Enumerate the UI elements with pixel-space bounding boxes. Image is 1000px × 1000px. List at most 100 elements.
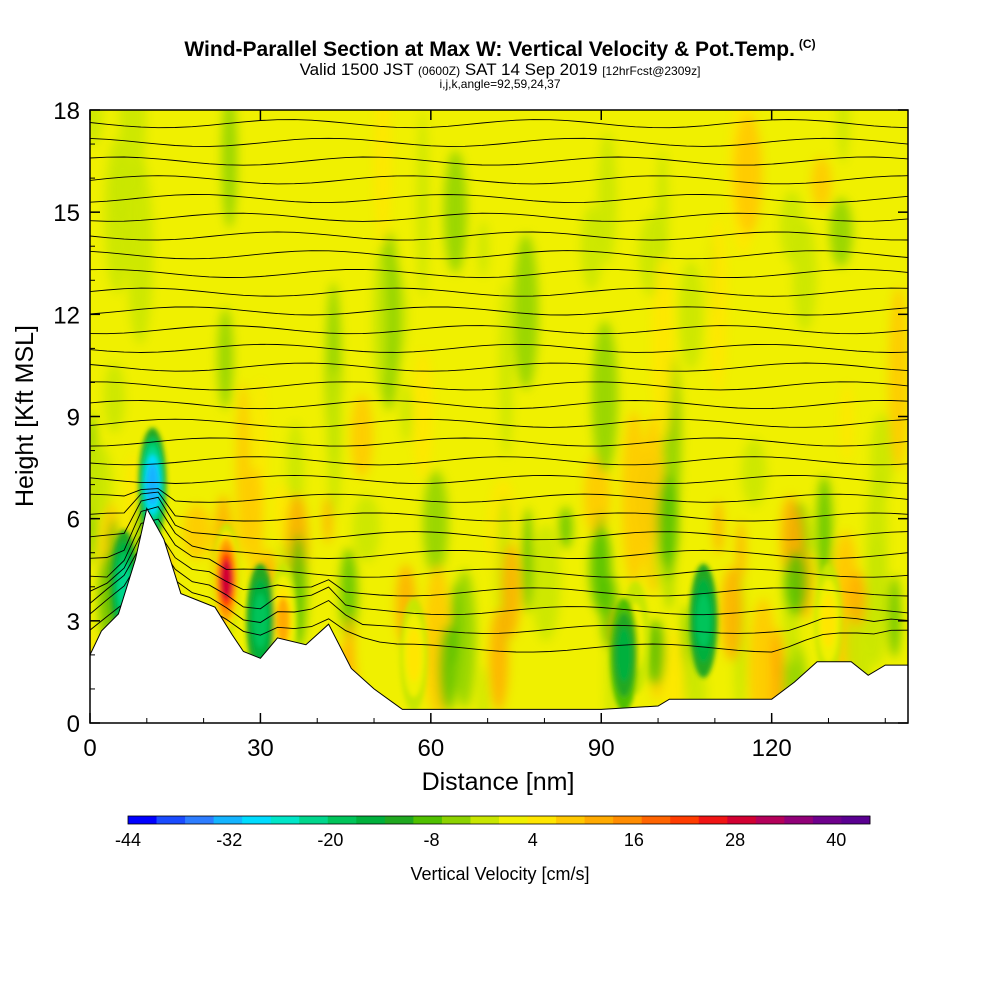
colorbar: -44 -32 -20 -8 4 16 28 40 [115,815,871,850]
copyright-mark: (C) [798,37,816,51]
velocity-streak [443,150,467,274]
theta-line [90,491,908,522]
velocity-streak-low [713,500,724,555]
velocity-streak-low [596,511,606,618]
colorbar-swatch [812,816,842,824]
velocity-streak [621,411,647,585]
velocity-streak-low [816,475,833,583]
velocity-streak-low [848,571,867,627]
velocity-streak [888,286,908,471]
velocity-streak [865,465,888,628]
theta-line [90,518,908,578]
velocity-streak [374,110,392,246]
colorbar-tick-label: 28 [725,830,745,850]
colorbar-swatch [156,816,186,824]
colorbar-tick-label: -20 [317,830,343,850]
colorbar-swatch [128,816,157,824]
colorbar-swatch [841,816,871,824]
theta-line [90,306,908,316]
velocity-streak-low [645,619,666,686]
y-tick-label: 3 [67,609,80,636]
updraft-core [406,627,422,682]
colorbar-tick-label: -32 [216,830,242,850]
theta-line [90,156,908,166]
velocity-streak-low [784,551,808,616]
velocity-streak [413,349,433,480]
velocity-streak [741,438,767,507]
y-axis-label: Height [Kft MSL] [11,325,39,507]
velocity-streak-low [340,548,358,639]
colorbar-tick-label: 4 [528,830,538,850]
colorbar-swatch [299,816,329,824]
velocity-streak [664,629,686,723]
velocity-streak [531,524,561,642]
velocity-streak [423,470,449,576]
y-tick-label: 0 [67,711,80,738]
colorbar-swatch [327,816,357,824]
velocity-streak-low [656,475,679,570]
colorbar-swatch [670,816,700,824]
velocity-streak [248,466,263,581]
theta-line [90,268,908,279]
velocity-streak [591,320,618,473]
velocity-streak [477,665,489,723]
colorbar-swatch [441,816,471,824]
colorbar-swatch [698,816,728,824]
velocity-streak [221,110,238,229]
theta-line [90,250,908,260]
terrain [90,507,908,723]
downdraft-core [146,463,159,506]
colorbar-frame [127,815,871,825]
velocity-streak-low [664,533,674,583]
theta-line [90,488,908,503]
velocity-streak [183,504,211,560]
velocity-streak [651,255,675,441]
velocity-streak [678,260,704,370]
velocity-streak [656,148,669,287]
velocity-streak [597,131,617,265]
velocity-streak [90,110,103,146]
x-tick-label: 30 [247,735,274,762]
theta-line [90,574,908,653]
colorbar-swatch [527,816,557,824]
velocity-streak [126,157,154,345]
velocity-streak [90,442,113,520]
colorbar-tick-label: 16 [624,830,644,850]
velocity-streak [236,383,251,559]
colorbar-tick-label: -8 [423,830,439,850]
y-tick-label: 18 [53,98,80,125]
velocity-streak [580,205,603,291]
velocity-streak-low [559,506,573,549]
chart-subtitle: Valid 1500 JST (0600Z) SAT 14 Sep 2019 [… [299,60,701,79]
velocity-streak [779,190,805,263]
velocity-streak [513,234,539,390]
colorbar-swatch [784,816,814,824]
theta-line [90,343,908,353]
velocity-streak-low [521,508,533,613]
velocity-streak [829,197,853,267]
theta-line [90,543,908,616]
velocity-streak-low [501,543,521,639]
chart-title: Wind-Parallel Section at Max W: Vertical… [184,37,816,61]
colorbar-swatch [470,816,500,824]
y-tick-label: 9 [67,405,80,432]
velocity-streak [749,598,778,723]
terrain-profile [90,507,908,723]
velocity-streak [837,110,850,164]
velocity-streak [709,216,728,394]
theta-line [90,325,908,335]
velocity-streak [584,454,611,538]
colorbar-swatch [384,816,414,824]
velocity-streak [400,383,413,443]
velocity-streak [811,157,832,208]
velocity-streak [327,366,342,518]
velocity-streak [477,220,489,278]
colorbar-swatch [755,816,785,824]
theta-line [90,287,908,297]
colorbar-swatch [613,816,643,824]
plot-area [90,110,908,723]
colorbar-swatch [499,816,528,824]
theta-line [90,400,908,410]
theta-line [90,418,908,428]
colorbar-label: Vertical Velocity [cm/s] [410,864,590,884]
